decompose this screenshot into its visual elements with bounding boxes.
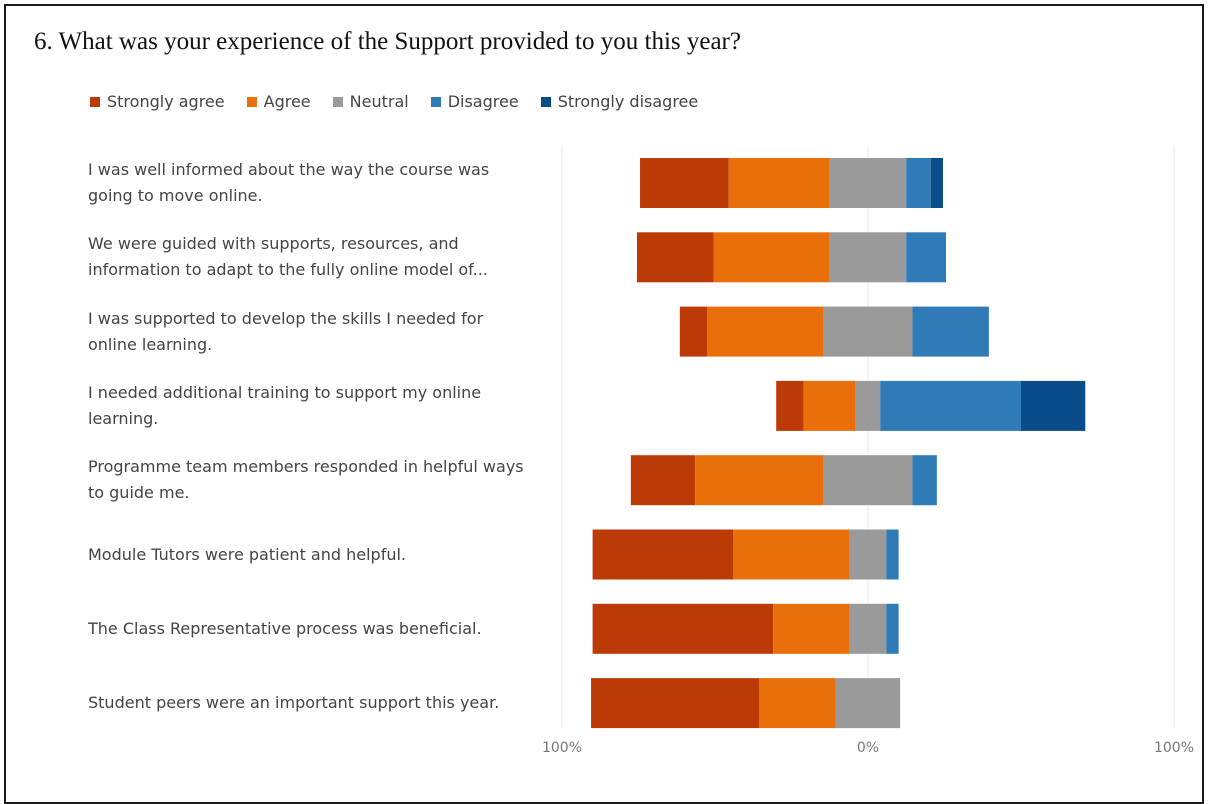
- legend-item-neutral: Neutral: [332, 92, 409, 111]
- bar-segment-neutral[interactable]: Neutral: 29%: [823, 455, 913, 506]
- bar-segment-disagree[interactable]: Disagree: 4%: [886, 603, 899, 654]
- legend-label: Strongly disagree: [557, 92, 699, 111]
- legend-item-strongly-disagree: Strongly disagree: [540, 92, 699, 111]
- bar-segment-neutral[interactable]: Neutral: 25%: [829, 158, 907, 208]
- bar-segment-agree[interactable]: Agree: 38%: [713, 232, 830, 283]
- bar-segment-neutral[interactable]: Neutral: 29%: [823, 306, 913, 357]
- bar-segment-strongly-agree[interactable]: Strongly agree: 55%: [591, 678, 760, 729]
- bar-segment-disagree[interactable]: Disagree: 8%: [906, 158, 931, 208]
- category-label: Programme team members responded in help…: [88, 454, 543, 506]
- category-label-line: to guide me.: [88, 483, 190, 503]
- category-label: Student peers were an important support …: [88, 690, 543, 716]
- legend-item-disagree: Disagree: [430, 92, 519, 111]
- bar-segment-agree[interactable]: Agree: 38%: [733, 529, 850, 580]
- legend-swatch: [430, 96, 441, 107]
- bar-segment-disagree[interactable]: Disagree: 4%: [886, 529, 899, 580]
- bar-segment-agree[interactable]: Agree: 25%: [759, 678, 836, 729]
- bar-segment-disagree[interactable]: Disagree: 25%: [912, 306, 989, 357]
- bar-segment-agree[interactable]: Agree: 25%: [773, 603, 850, 654]
- legend-label: Agree: [263, 92, 311, 111]
- bar-segment-disagree[interactable]: Disagree: 13%: [906, 232, 947, 283]
- legend-item-agree: Agree: [246, 92, 311, 111]
- bar-segment-neutral[interactable]: Neutral: 12%: [849, 529, 887, 580]
- category-label-line: Student peers were an important support …: [88, 693, 500, 713]
- bar-segment-disagree[interactable]: Disagree: 46%: [880, 380, 1021, 431]
- bar-segment-strongly-agree[interactable]: Strongly agree: 21%: [630, 455, 696, 506]
- bar-segment-neutral[interactable]: Neutral: 25%: [829, 232, 907, 283]
- category-label: Module Tutors were patient and helpful.: [88, 542, 543, 568]
- category-label-line: Programme team members responded in help…: [88, 457, 524, 477]
- category-label: I was supported to develop the skills I …: [88, 306, 543, 358]
- bar-segment-agree[interactable]: Agree: 17%: [803, 380, 856, 431]
- legend-label: Strongly agree: [107, 92, 225, 111]
- category-label-line: learning.: [88, 408, 159, 428]
- legend-swatch: [540, 96, 551, 107]
- category-label-line: Module Tutors were patient and helpful.: [88, 544, 406, 564]
- category-label-line: I needed additional training to support …: [88, 382, 482, 402]
- category-label: I was well informed about the way the co…: [88, 157, 543, 209]
- bar-segment-agree[interactable]: Agree: 38%: [707, 306, 824, 357]
- bar-segment-strongly-agree[interactable]: Strongly agree: 29%: [640, 158, 729, 208]
- legend-swatch: [90, 96, 100, 107]
- bar-segment-strongly-disagree[interactable]: Strongly disagree: 4%: [930, 158, 943, 208]
- category-label-line: information to adapt to the fully online…: [88, 260, 488, 280]
- question-title: 6. What was your experience of the Suppo…: [34, 28, 741, 55]
- category-label-line: I was well informed about the way the co…: [88, 160, 490, 179]
- x-tick-label: 0%: [857, 740, 879, 756]
- bar-segment-strongly-agree[interactable]: Strongly agree: 9%: [679, 306, 708, 357]
- legend-swatch: [332, 96, 343, 107]
- legend-item-strongly-agree: Strongly agree: [90, 92, 225, 111]
- category-label: The Class Representative process was ben…: [88, 616, 543, 642]
- bar-segment-strongly-disagree[interactable]: Strongly disagree: 21%: [1021, 380, 1086, 431]
- category-label-line: We were guided with supports, resources,…: [88, 234, 459, 254]
- bar-segment-agree[interactable]: Agree: 33%: [728, 158, 830, 208]
- category-label-line: going to move online.: [88, 186, 263, 205]
- category-label-line: online learning.: [88, 334, 213, 354]
- legend-label: Disagree: [447, 92, 519, 111]
- legend-swatch: [246, 96, 257, 107]
- bar-segment-strongly-agree[interactable]: Strongly agree: 25%: [636, 232, 714, 283]
- bar-segment-strongly-agree[interactable]: Strongly agree: 59%: [592, 603, 774, 654]
- category-label-line: I was supported to develop the skills I …: [88, 308, 484, 328]
- bar-segment-strongly-agree[interactable]: Strongly agree: 9%: [776, 380, 804, 431]
- category-label: I needed additional training to support …: [88, 380, 543, 432]
- x-tick-label: 100%: [1154, 740, 1194, 756]
- category-label-line: The Class Representative process was ben…: [88, 618, 482, 638]
- bar-segment-neutral[interactable]: Neutral: 21%: [835, 678, 901, 729]
- bar-segment-neutral[interactable]: Neutral: 8%: [855, 380, 881, 431]
- legend-label: Neutral: [349, 92, 409, 111]
- bar-segment-neutral[interactable]: Neutral: 12%: [849, 603, 887, 654]
- chart-legend: Strongly agree Agree Neutral Disagree Strong…: [90, 92, 698, 111]
- bar-segment-disagree[interactable]: Disagree: 8%: [912, 455, 937, 506]
- x-tick-label: 100%: [542, 740, 582, 756]
- category-label: We were guided with supports, resources,…: [88, 231, 543, 283]
- bar-segment-strongly-agree[interactable]: Strongly agree: 46%: [592, 529, 734, 580]
- bar-segment-agree[interactable]: Agree: 42%: [695, 455, 824, 506]
